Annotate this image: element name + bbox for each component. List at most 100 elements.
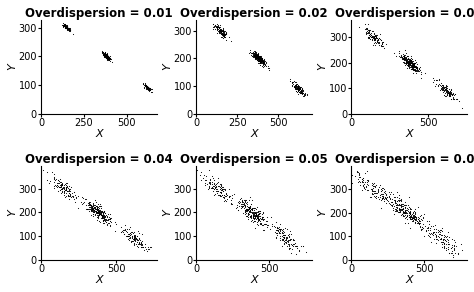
Point — [441, 93, 449, 98]
Point — [104, 54, 111, 59]
Point — [413, 65, 420, 70]
Point — [438, 233, 446, 238]
Point — [126, 232, 133, 237]
Point — [412, 215, 420, 220]
Point — [405, 215, 412, 219]
Point — [251, 52, 258, 57]
Point — [392, 203, 400, 208]
Point — [411, 217, 419, 222]
Point — [228, 39, 235, 43]
Point — [59, 23, 66, 27]
Point — [87, 205, 94, 209]
Point — [372, 40, 380, 45]
Point — [431, 223, 439, 227]
Point — [84, 201, 91, 206]
Point — [395, 202, 403, 206]
Point — [265, 66, 273, 70]
Point — [370, 188, 377, 193]
Point — [71, 196, 78, 201]
Point — [86, 205, 94, 209]
Point — [257, 221, 265, 226]
Point — [441, 87, 449, 91]
Point — [92, 207, 100, 212]
Point — [39, 168, 47, 172]
Point — [442, 87, 449, 92]
Point — [101, 53, 109, 57]
Point — [209, 173, 216, 178]
Point — [143, 85, 151, 89]
Point — [237, 196, 245, 201]
Point — [90, 203, 98, 208]
Point — [413, 66, 421, 71]
Point — [404, 61, 411, 65]
Point — [140, 84, 148, 89]
Point — [448, 243, 456, 248]
Point — [104, 55, 112, 60]
Point — [217, 191, 225, 196]
Point — [255, 56, 262, 61]
Point — [223, 31, 230, 35]
Point — [446, 91, 454, 95]
Point — [219, 28, 227, 33]
Point — [103, 54, 110, 58]
Point — [107, 219, 115, 224]
Point — [71, 193, 79, 197]
Point — [103, 55, 111, 60]
Point — [405, 60, 412, 65]
Point — [410, 214, 418, 219]
Point — [252, 54, 260, 59]
Point — [66, 29, 73, 34]
Point — [457, 242, 465, 247]
Point — [103, 53, 110, 58]
Point — [216, 193, 224, 198]
Point — [58, 22, 65, 27]
Point — [403, 57, 410, 62]
Point — [382, 188, 389, 193]
Point — [100, 210, 108, 215]
Point — [439, 87, 447, 91]
Point — [393, 195, 401, 200]
Point — [405, 61, 413, 65]
Point — [96, 212, 103, 217]
Point — [439, 86, 447, 91]
Point — [280, 230, 287, 234]
Point — [251, 52, 259, 56]
Point — [102, 54, 109, 58]
Point — [382, 196, 390, 201]
Point — [62, 25, 69, 30]
Y-axis label: Y: Y — [162, 63, 172, 70]
Point — [443, 92, 450, 97]
Point — [54, 181, 61, 185]
Point — [104, 55, 111, 60]
Point — [100, 51, 107, 56]
Point — [255, 58, 263, 62]
Point — [408, 215, 416, 220]
Point — [213, 187, 221, 192]
Point — [413, 220, 420, 225]
Point — [255, 55, 262, 60]
Point — [104, 55, 112, 60]
Point — [102, 54, 110, 59]
Point — [295, 87, 302, 92]
Point — [106, 224, 114, 229]
Point — [409, 62, 417, 67]
Point — [255, 210, 262, 214]
Point — [440, 86, 447, 91]
Point — [56, 177, 64, 182]
Point — [256, 55, 264, 59]
Point — [102, 212, 110, 217]
Point — [94, 212, 101, 217]
Point — [205, 168, 212, 173]
Point — [144, 86, 152, 91]
Point — [452, 96, 460, 101]
Point — [358, 179, 365, 184]
Point — [410, 214, 418, 218]
Point — [250, 51, 257, 55]
Point — [64, 25, 71, 30]
Point — [251, 54, 259, 58]
Point — [104, 56, 112, 61]
Point — [409, 214, 417, 219]
Point — [441, 85, 448, 89]
Point — [393, 203, 401, 208]
Point — [366, 34, 374, 38]
